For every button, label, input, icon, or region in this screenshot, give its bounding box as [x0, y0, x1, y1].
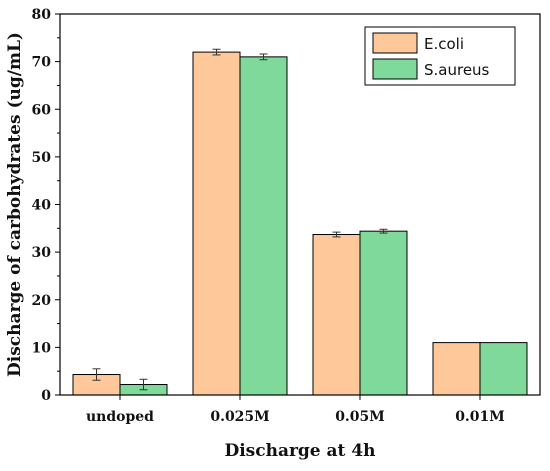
y-tick-label: 10 [32, 340, 52, 356]
x-axis-label: Discharge at 4h [224, 441, 375, 461]
y-tick-label: 80 [32, 7, 52, 23]
error-bars-layer [92, 48, 388, 391]
error-bar-saureus-2 [259, 53, 268, 61]
x-axis-ticks: undoped 0.025M 0.05M 0.01M [86, 395, 505, 425]
bars-layer [72, 51, 528, 396]
y-tick-label: 0 [41, 388, 51, 404]
legend-swatch-ecoli [372, 32, 418, 54]
error-bar-ecoli-1 [92, 368, 101, 381]
legend-label-ecoli: E.coli [424, 35, 464, 53]
y-axis-label: Discharge of carbohydrates (ug/mL) [5, 32, 25, 377]
y-tick-label: 60 [32, 102, 52, 118]
bar-ecoli-4 [432, 342, 481, 396]
y-tick-label: 70 [32, 55, 52, 71]
bar-ecoli-2 [192, 51, 241, 396]
x-tick-label: 0.05M [335, 409, 385, 425]
error-bar-ecoli-3 [332, 231, 341, 238]
bar-saureus-3 [359, 230, 408, 396]
y-tick-label: 40 [32, 198, 52, 214]
error-bar-saureus-1 [139, 378, 148, 391]
y-tick-label: 50 [32, 150, 52, 166]
bar-ecoli-3 [312, 234, 361, 396]
bar-saureus-2 [239, 56, 288, 396]
y-tick-label: 20 [32, 293, 52, 309]
error-bar-saureus-3 [379, 228, 388, 234]
error-bar-ecoli-2 [212, 48, 221, 56]
bar-saureus-4 [479, 342, 528, 396]
x-tick-label: undoped [86, 409, 154, 425]
legend: E.coli S.aureus [364, 26, 516, 86]
x-tick-label: 0.025M [210, 409, 269, 425]
y-axis-ticks: 0 10 20 30 40 50 60 70 80 [32, 7, 60, 404]
y-tick-label: 30 [32, 245, 52, 261]
legend-label-saureus: S.aureus [424, 61, 490, 79]
legend-swatch-saureus [372, 58, 418, 80]
x-tick-label: 0.01M [455, 409, 505, 425]
